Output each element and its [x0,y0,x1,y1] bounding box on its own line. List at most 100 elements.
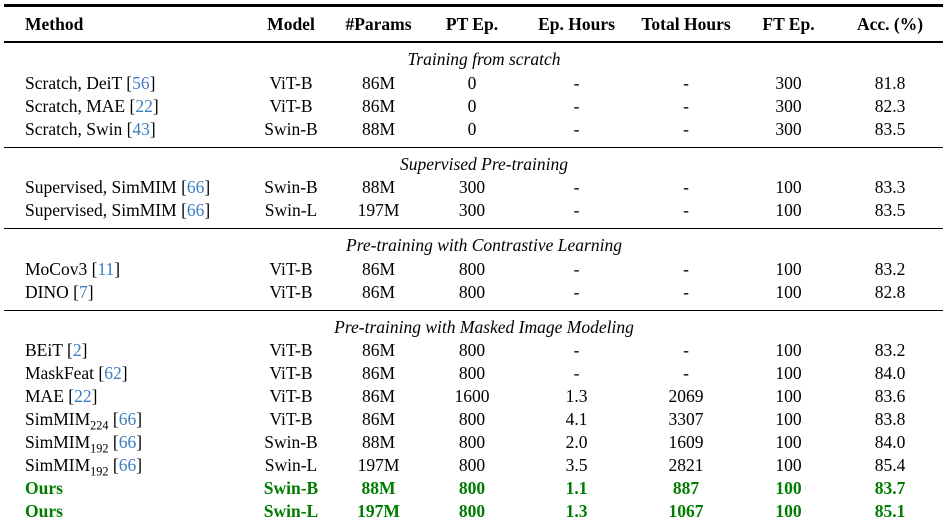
method-name: Ours [25,478,63,498]
table-body: Training from scratch Scratch, DeiT [56] V… [4,42,943,524]
value-cell: 83.2 [874,340,906,360]
value-cell: 0 [467,118,477,139]
citation-link[interactable]: 22 [74,386,92,406]
value-cell: 100 [775,340,802,360]
method-name: Scratch, DeiT [25,72,122,93]
value-cell: 800 [458,258,486,279]
citation-link[interactable]: 66 [186,177,205,197]
value-cell: 81.8 [874,72,906,93]
citation-link[interactable]: 22 [135,95,153,116]
value-cell: 83.5 [874,200,906,220]
results-table: Method Model #Params PT Ep. Ep. Hours To… [4,4,943,524]
method-name: Scratch, Swin [25,118,123,139]
value-cell: 100 [775,177,802,197]
citation-link[interactable]: 66 [186,200,205,220]
value-cell: - [683,95,689,116]
value-cell: 800 [458,432,486,452]
value-cell: ViT-B [269,258,313,279]
method-name: Supervised, SimMIM [25,177,177,197]
value-cell: 0 [467,72,477,93]
value-cell: ViT-B [269,72,313,93]
value-cell: 83.7 [874,478,906,498]
method-cell: Scratch, Swin [43] [25,118,156,139]
table-row: Ours Swin-B 88M 800 1.1 887 100 83.7 [4,477,943,500]
value-cell: 83.6 [874,386,906,406]
value-cell: - [683,363,689,383]
value-cell: 300 [775,118,802,139]
value-cell: 86M [361,386,396,406]
method-name: DINO [25,281,69,302]
value-cell: 88M [361,478,396,498]
value-cell: 800 [458,478,486,498]
value-cell: - [573,340,580,360]
value-cell: 800 [458,409,486,429]
value-cell: Swin-B [264,177,318,197]
value-cell: 83.2 [874,258,906,279]
section-title-row: Supervised Pre-training [4,147,943,176]
section-title: Supervised Pre-training [399,153,568,174]
value-cell: ViT-B [269,281,313,302]
value-cell: - [573,72,580,93]
value-cell: 82.3 [874,95,906,116]
method-name: MoCov3 [25,258,88,279]
value-cell: ViT-B [269,386,313,406]
value-cell: - [573,363,580,383]
citation-link[interactable]: 66 [118,455,137,475]
value-cell: 1609 [668,432,704,452]
citation-link[interactable]: 56 [132,72,150,93]
table-row: Scratch, DeiT [56] ViT-B 86M 0 - - 300 81.8 [4,71,943,94]
col-header-model: Model [248,5,334,43]
value-cell: 197M [357,455,400,475]
value-cell: 86M [361,363,396,383]
section-title-row: Pre-training with Masked Image Modeling [4,310,943,339]
method-cell: Ours [4,477,248,500]
table-row: Scratch, Swin [43] Swin-B 88M 0 - - 300 83.5 [4,117,943,147]
method-cell: Scratch, DeiT [56] [25,72,156,93]
value-cell: - [683,118,689,139]
method-cell: Supervised, SimMIM [66] [25,177,211,197]
col-header-pt-epochs: PT Ep. [423,5,521,43]
section-title: Pre-training with Contrastive Learning [346,235,622,255]
value-cell: Swin-B [263,478,319,498]
value-cell: - [573,258,580,279]
method-cell: DINO [7] [25,281,94,302]
citation-link[interactable]: 7 [78,281,88,302]
value-cell: 887 [672,478,700,498]
value-cell: 100 [775,409,802,429]
method-cell: MAE [22] [25,386,98,406]
method-name: SimMIM [25,432,91,452]
value-cell: Swin-L [264,200,318,220]
citation-link[interactable]: 43 [132,118,150,139]
method-name: Ours [25,501,63,521]
table-row: SimMIM224 [66] ViT-B 86M 800 4.1 3307 100 83.8 [4,408,943,432]
method-name: Scratch, MAE [25,95,126,116]
value-cell: 1.3 [565,386,588,406]
citation-link[interactable]: 66 [118,409,137,429]
value-cell: 0 [467,95,477,116]
value-cell: - [683,281,689,302]
table-row: DINO [7] ViT-B 86M 800 - - 100 82.8 [4,280,943,310]
table-row: Scratch, MAE [22] ViT-B 86M 0 - - 300 82.3 [4,94,943,117]
method-subscript: 192 [90,441,109,456]
value-cell: - [683,200,689,220]
value-cell: ViT-B [269,409,313,429]
value-cell: 300 [458,200,486,220]
value-cell: 100 [775,386,802,406]
value-cell: ViT-B [269,340,313,360]
citation-link[interactable]: 11 [97,258,115,279]
method-name: BEiT [25,340,63,360]
citation-link[interactable]: 66 [118,432,137,452]
value-cell: 1.1 [565,478,588,498]
value-cell: 4.1 [565,409,588,429]
value-cell: Swin-B [264,118,318,139]
table-row: Ours Swin-L 197M 800 1.3 1067 100 85.1 [4,500,943,524]
value-cell: 3.5 [565,455,588,475]
citation-link[interactable]: 2 [72,340,82,360]
col-header-method: Method [4,5,248,43]
method-cell: SimMIM192 [66] [25,455,143,479]
method-cell: MoCov3 [11] [25,258,121,279]
value-cell: 100 [775,501,802,521]
value-cell: 300 [458,177,486,197]
citation-link[interactable]: 62 [104,363,122,383]
value-cell: - [573,118,580,139]
